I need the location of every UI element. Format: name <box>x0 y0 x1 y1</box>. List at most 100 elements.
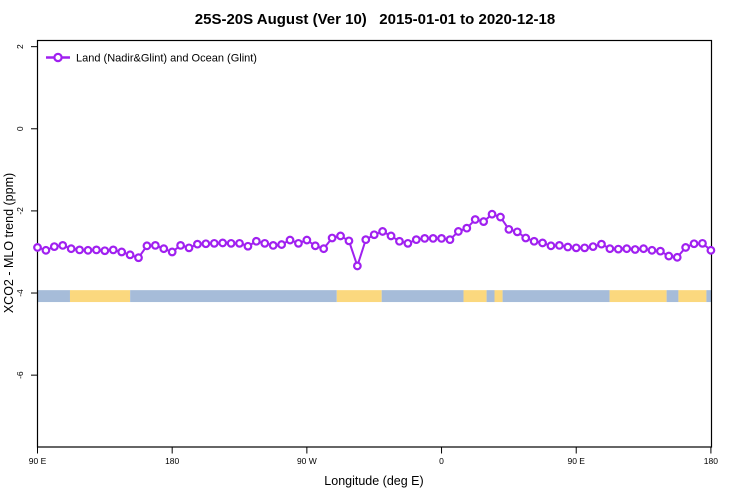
data-point <box>378 227 388 236</box>
data-point <box>479 217 489 226</box>
data-point <box>622 244 632 254</box>
data-point <box>150 240 160 250</box>
data-point <box>260 238 270 248</box>
land-ocean-band <box>37 290 712 303</box>
data-point <box>512 227 522 237</box>
y-tick-label: 0 <box>15 126 25 131</box>
data-point <box>302 235 312 245</box>
y-tick-label: 2 <box>15 44 25 49</box>
y-tick-label: -6 <box>15 371 25 379</box>
data-point <box>336 231 345 241</box>
data-point <box>327 233 337 243</box>
data-point <box>243 241 253 251</box>
x-tick-label: 90 E <box>29 456 47 466</box>
band-segment-land <box>678 290 707 303</box>
band-segment-land <box>463 290 487 303</box>
data-point <box>134 253 143 263</box>
data-point <box>689 239 699 249</box>
legend-marker-icon <box>53 52 63 63</box>
band-segment-ocean <box>666 290 679 303</box>
data-point <box>201 239 211 249</box>
data-point <box>159 244 169 254</box>
data-point <box>571 243 581 253</box>
data-point <box>92 245 101 255</box>
data-point <box>672 252 682 262</box>
x-tick-label: 90 E <box>567 456 585 466</box>
data-point <box>49 242 59 252</box>
data-point <box>319 244 329 254</box>
data-point <box>176 240 185 250</box>
data-point <box>310 241 320 251</box>
data-point <box>33 243 42 252</box>
data-point <box>361 235 371 245</box>
data-point <box>58 240 68 250</box>
band-segment-ocean <box>381 290 464 303</box>
data-point <box>403 238 413 248</box>
data-point <box>445 235 455 245</box>
band-segment-ocean <box>706 290 712 303</box>
data-point <box>630 245 640 254</box>
band-segment-land <box>336 290 382 303</box>
x-tick-label: 0 <box>439 456 444 466</box>
band-segment-land <box>69 290 131 303</box>
data-point <box>428 234 438 243</box>
data-point <box>521 233 531 243</box>
data-point <box>294 238 303 248</box>
y-tick-label: -2 <box>15 207 25 215</box>
axis-ticks: 90 E 180 90 W 0 90 E 180 2 0 -2 -4 -6 <box>15 44 718 466</box>
data-point <box>613 244 623 254</box>
data-point <box>117 247 127 257</box>
data-point <box>647 245 657 255</box>
data-point <box>496 212 505 222</box>
data-series <box>33 209 716 271</box>
data-point <box>470 215 480 224</box>
y-tick-label: -4 <box>15 289 25 297</box>
band-segment-ocean <box>37 290 70 303</box>
data-point <box>235 238 244 248</box>
data-point <box>167 247 177 257</box>
data-point <box>209 238 219 248</box>
data-point <box>605 244 615 254</box>
data-point <box>66 244 76 254</box>
data-point <box>395 236 404 246</box>
data-point <box>453 227 463 236</box>
data-point <box>411 235 421 245</box>
data-point <box>344 236 354 246</box>
data-point <box>487 209 497 219</box>
legend: Land (Nadir&Glint) and Ocean (Glint) <box>46 53 257 65</box>
band-segment-land <box>494 290 503 303</box>
data-point <box>698 238 707 248</box>
legend-label: Land (Nadir&Glint) and Ocean (Glint) <box>76 53 257 65</box>
data-point <box>41 245 51 255</box>
data-point <box>268 240 278 250</box>
data-point <box>706 245 716 255</box>
data-point <box>193 239 202 249</box>
chart-title: 25S-20S August (Ver 10) 2015-01-01 to 20… <box>195 11 555 28</box>
data-point <box>655 246 665 256</box>
x-tick-label: 90 W <box>297 456 317 466</box>
y-axis-label: XCO2 - MLO trend (ppm) <box>2 173 16 313</box>
data-point <box>554 240 564 250</box>
data-point <box>437 234 446 243</box>
data-point <box>75 245 84 255</box>
data-point <box>563 242 573 252</box>
data-point <box>420 234 430 243</box>
data-point <box>681 243 691 252</box>
band-segment-ocean <box>486 290 495 303</box>
data-point <box>83 245 93 255</box>
data-point <box>462 223 472 233</box>
data-point <box>125 250 135 260</box>
data-point <box>664 251 674 261</box>
plot-border <box>36 39 713 448</box>
data-point <box>386 231 396 241</box>
data-point <box>529 236 539 246</box>
data-point <box>546 241 556 251</box>
data-point <box>251 236 261 246</box>
data-point <box>108 245 118 255</box>
data-point <box>588 242 598 252</box>
band-segment-ocean <box>130 290 337 303</box>
data-point <box>184 243 194 253</box>
data-point <box>142 241 152 251</box>
